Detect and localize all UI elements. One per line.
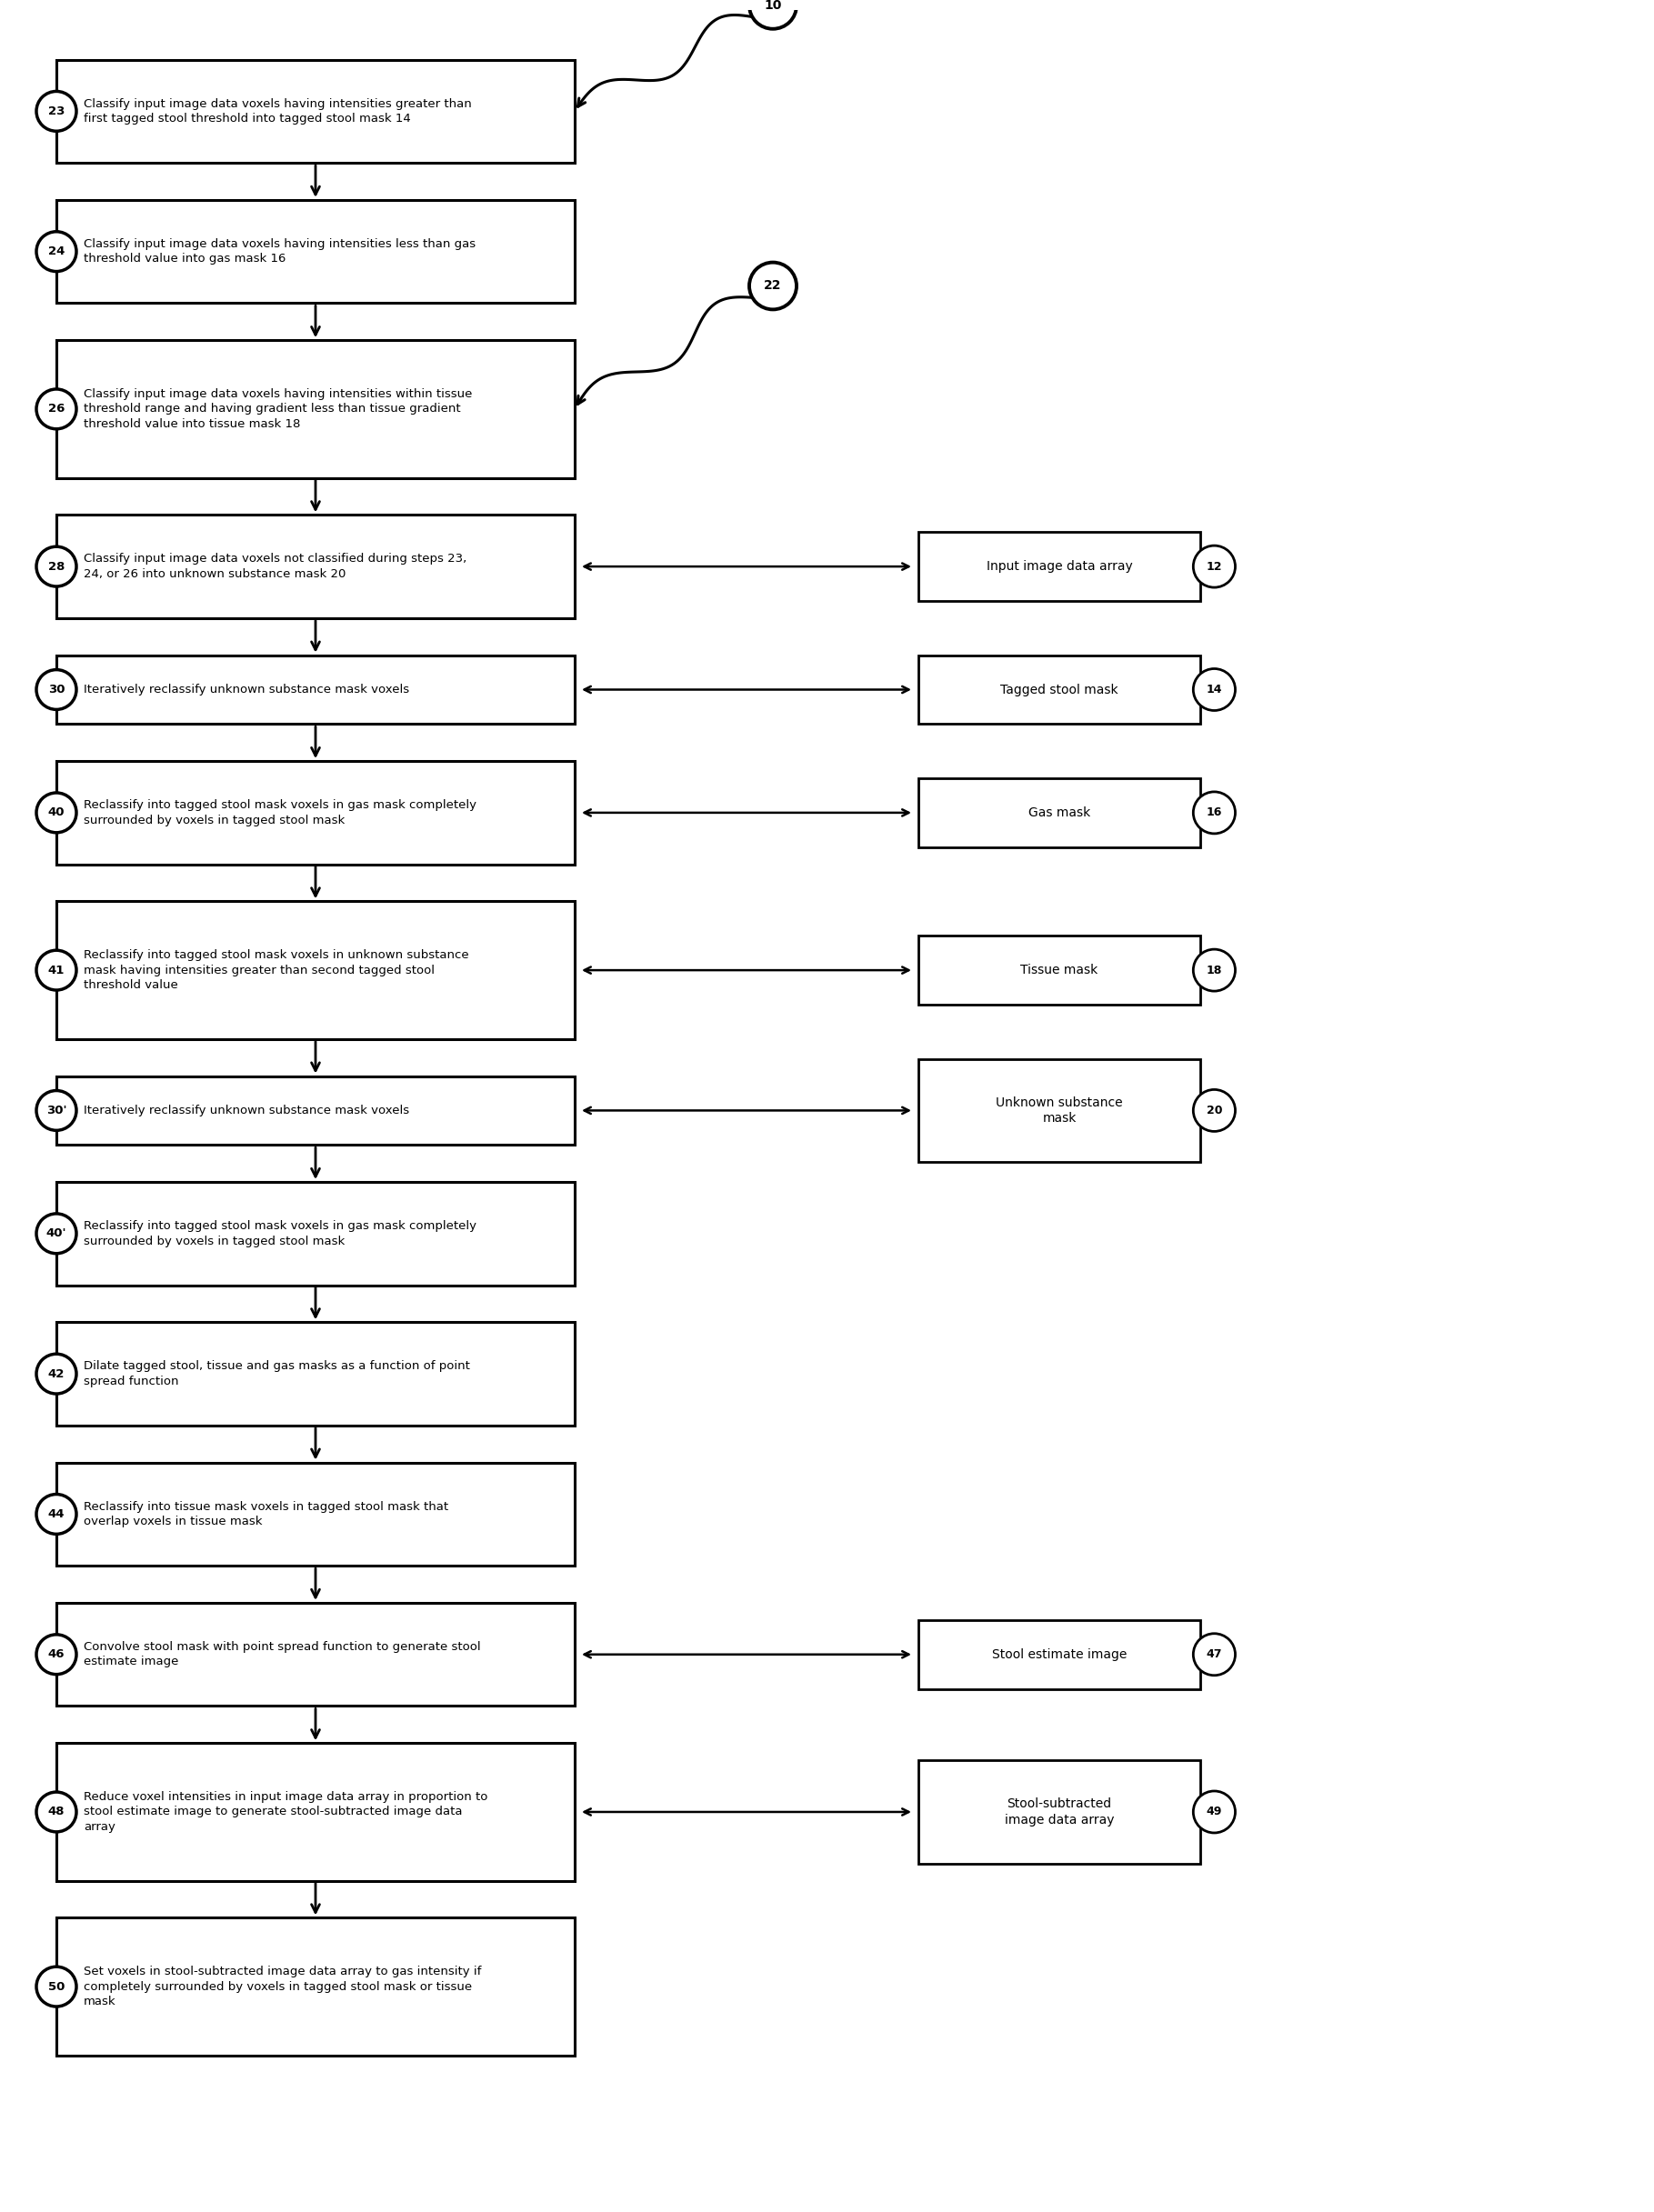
Bar — [56, 1604, 574, 1705]
Text: 18: 18 — [1206, 964, 1222, 975]
Text: Convolve stool mask with point spread function to generate stool
estimate image: Convolve stool mask with point spread fu… — [84, 1641, 481, 1668]
Circle shape — [36, 1495, 76, 1535]
Text: Stool-subtracted
image data array: Stool-subtracted image data array — [1004, 1798, 1115, 1827]
Text: 50: 50 — [48, 1980, 65, 1993]
Text: 30: 30 — [48, 684, 65, 695]
Text: Tagged stool mask: Tagged stool mask — [1001, 684, 1118, 697]
Bar — [918, 1761, 1201, 1863]
Text: 28: 28 — [48, 560, 65, 573]
Circle shape — [36, 1792, 76, 1832]
Text: 48: 48 — [48, 1805, 65, 1818]
Circle shape — [36, 792, 76, 832]
Text: Gas mask: Gas mask — [1029, 807, 1090, 818]
Bar — [56, 1743, 574, 1880]
Text: 30': 30' — [46, 1104, 66, 1117]
Text: 16: 16 — [1206, 807, 1222, 818]
Text: Reclassify into tagged stool mask voxels in gas mask completely
surrounded by vo: Reclassify into tagged stool mask voxels… — [84, 1221, 476, 1248]
Circle shape — [1193, 949, 1236, 991]
Text: Classify input image data voxels having intensities greater than
first tagged st: Classify input image data voxels having … — [84, 97, 471, 124]
Circle shape — [36, 1635, 76, 1674]
Text: Reclassify into tagged stool mask voxels in unknown substance
mask having intens: Reclassify into tagged stool mask voxels… — [84, 949, 468, 991]
Text: Reduce voxel intensities in input image data array in proportion to
stool estima: Reduce voxel intensities in input image … — [84, 1792, 488, 1834]
Text: 46: 46 — [48, 1648, 65, 1661]
Bar — [56, 1462, 574, 1566]
Text: 41: 41 — [48, 964, 65, 975]
Text: Set voxels in stool-subtracted image data array to gas intensity if
completely s: Set voxels in stool-subtracted image dat… — [84, 1966, 481, 2008]
Circle shape — [36, 91, 76, 131]
Text: Dilate tagged stool, tissue and gas masks as a function of point
spread function: Dilate tagged stool, tissue and gas mask… — [84, 1360, 470, 1387]
Text: 47: 47 — [1206, 1648, 1222, 1661]
Bar — [56, 341, 574, 478]
Text: 10: 10 — [764, 0, 782, 11]
Text: 24: 24 — [48, 246, 65, 257]
Circle shape — [1193, 1091, 1236, 1130]
Bar — [56, 1181, 574, 1285]
Bar — [56, 655, 574, 723]
Circle shape — [36, 1966, 76, 2006]
Circle shape — [36, 1354, 76, 1394]
Text: Stool estimate image: Stool estimate image — [992, 1648, 1126, 1661]
Circle shape — [1193, 546, 1236, 588]
Bar — [918, 533, 1201, 602]
Circle shape — [36, 232, 76, 272]
Circle shape — [1193, 792, 1236, 834]
Text: 20: 20 — [1206, 1104, 1222, 1117]
Text: 42: 42 — [48, 1367, 65, 1380]
Bar — [918, 1619, 1201, 1688]
Text: 22: 22 — [764, 279, 782, 292]
Bar — [918, 655, 1201, 723]
Text: Unknown substance
mask: Unknown substance mask — [996, 1097, 1123, 1124]
Bar — [56, 515, 574, 617]
Bar — [56, 60, 574, 164]
Circle shape — [749, 0, 797, 29]
Text: Reclassify into tissue mask voxels in tagged stool mask that
overlap voxels in t: Reclassify into tissue mask voxels in ta… — [84, 1500, 448, 1528]
Text: Iteratively reclassify unknown substance mask voxels: Iteratively reclassify unknown substance… — [84, 684, 409, 695]
Bar — [918, 779, 1201, 847]
Circle shape — [749, 263, 797, 310]
Text: 12: 12 — [1206, 560, 1222, 573]
Bar — [56, 1075, 574, 1146]
Circle shape — [1193, 1632, 1236, 1674]
Text: 40': 40' — [46, 1228, 66, 1239]
Circle shape — [36, 670, 76, 710]
Bar — [56, 199, 574, 303]
Bar — [56, 1918, 574, 2055]
Text: 26: 26 — [48, 403, 65, 416]
Text: Input image data array: Input image data array — [986, 560, 1133, 573]
Circle shape — [36, 389, 76, 429]
Text: Classify input image data voxels having intensities less than gas
threshold valu: Classify input image data voxels having … — [84, 239, 476, 265]
Bar — [56, 1323, 574, 1425]
Text: Classify input image data voxels not classified during steps 23,
24, or 26 into : Classify input image data voxels not cla… — [84, 553, 466, 580]
Text: Tissue mask: Tissue mask — [1021, 964, 1098, 975]
Circle shape — [36, 951, 76, 991]
Circle shape — [1193, 668, 1236, 710]
Bar — [56, 902, 574, 1040]
Text: Reclassify into tagged stool mask voxels in gas mask completely
surrounded by vo: Reclassify into tagged stool mask voxels… — [84, 799, 476, 825]
Text: Classify input image data voxels having intensities within tissue
threshold rang: Classify input image data voxels having … — [84, 387, 473, 429]
Text: 44: 44 — [48, 1509, 65, 1520]
Circle shape — [36, 546, 76, 586]
Text: 23: 23 — [48, 106, 65, 117]
Text: 14: 14 — [1206, 684, 1222, 695]
Text: 40: 40 — [48, 807, 65, 818]
Bar — [918, 1060, 1201, 1161]
Circle shape — [36, 1091, 76, 1130]
Bar — [56, 761, 574, 865]
Text: Iteratively reclassify unknown substance mask voxels: Iteratively reclassify unknown substance… — [84, 1104, 409, 1117]
Circle shape — [36, 1214, 76, 1254]
Circle shape — [1193, 1792, 1236, 1834]
Bar — [918, 936, 1201, 1004]
Text: 49: 49 — [1206, 1805, 1222, 1818]
